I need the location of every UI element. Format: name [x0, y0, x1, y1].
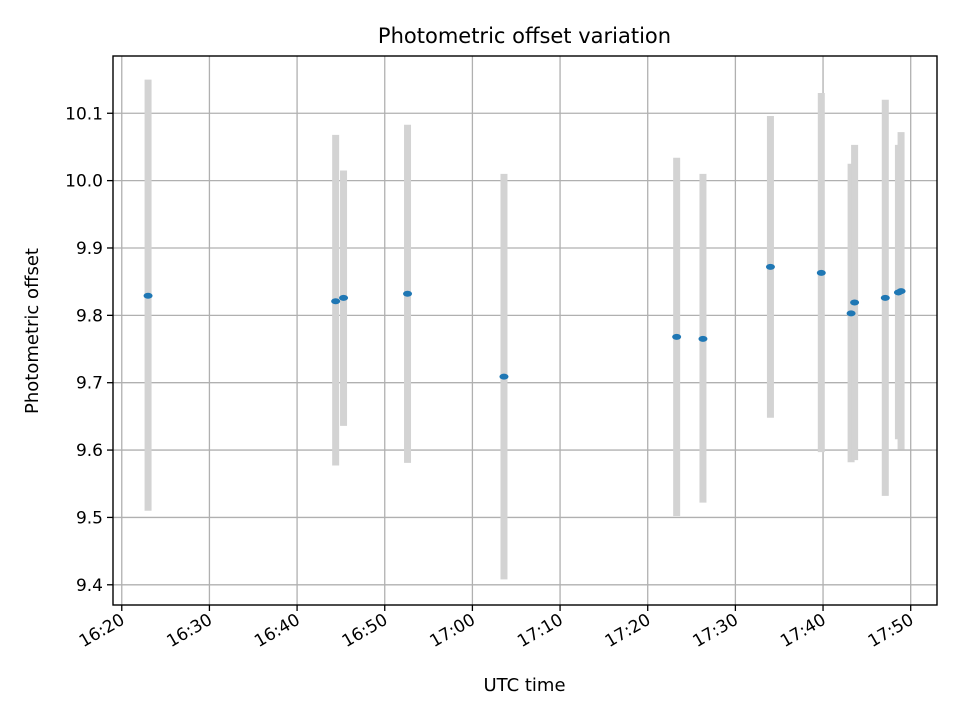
x-axis-label: UTC time	[483, 675, 565, 696]
y-axis-ticks: 9.4 9.5 9.6 9.7 9.8 9.9 10.0 10.1	[65, 104, 113, 596]
chart-title: Photometric offset variation	[378, 24, 671, 48]
y-tick-label: 10.0	[65, 172, 103, 192]
data-point	[698, 335, 708, 342]
y-tick-label: 9.5	[76, 508, 103, 528]
y-tick-label: 9.4	[76, 576, 103, 596]
data-point	[339, 294, 349, 301]
plot-frame	[112, 55, 938, 606]
data-point	[850, 299, 860, 306]
data-point	[846, 310, 856, 317]
data-point	[499, 373, 509, 380]
data-point	[816, 269, 826, 276]
data-point	[880, 294, 890, 301]
y-tick-label: 10.1	[65, 104, 103, 124]
data-point	[765, 263, 775, 270]
y-tick-label: 9.7	[76, 374, 103, 394]
data-point	[403, 290, 413, 297]
data-point	[331, 298, 341, 305]
data-point	[896, 288, 906, 295]
data-point	[143, 292, 153, 299]
y-tick-label: 9.9	[76, 239, 103, 259]
grid	[113, 56, 937, 605]
data-points	[143, 263, 906, 380]
y-tick-label: 9.8	[76, 306, 103, 326]
data-point	[672, 333, 682, 340]
y-axis-label: Photometric offset	[22, 248, 43, 414]
y-tick-label: 9.6	[76, 441, 103, 461]
